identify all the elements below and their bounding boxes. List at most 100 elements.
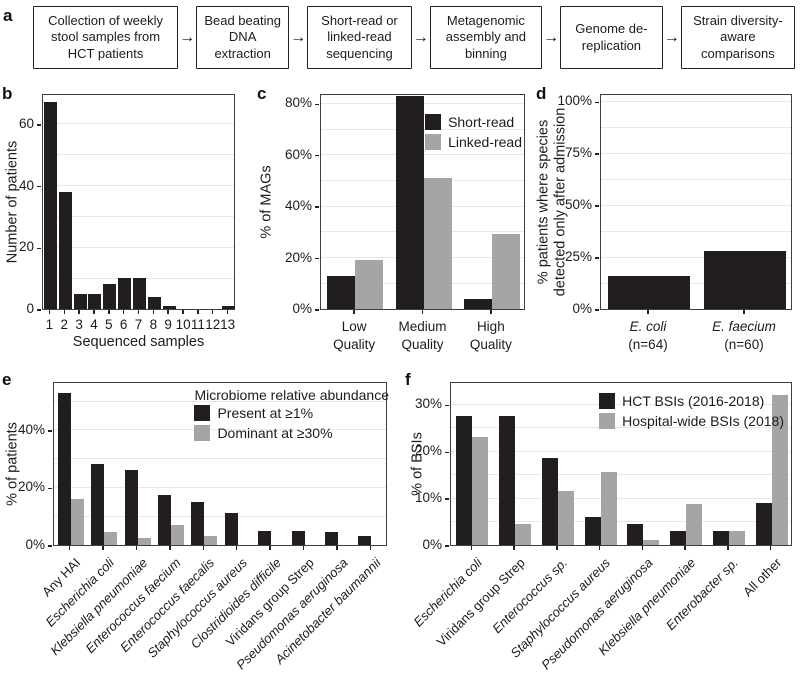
bar-e-4-1 xyxy=(157,494,171,545)
gridline xyxy=(601,204,791,206)
bar-f-8-2 xyxy=(771,395,788,545)
x-tick-mark xyxy=(598,546,601,550)
bar-e-1-2 xyxy=(70,498,84,545)
flow-step-sequencing: Short-read or linked-read sequencing xyxy=(307,6,412,69)
y-tick-label: 20% xyxy=(284,249,312,265)
legend-entry: Short-read xyxy=(425,114,522,130)
x-tick-mark xyxy=(108,310,110,314)
y-axis-title: Number of patients xyxy=(4,140,21,264)
gridline xyxy=(451,474,791,476)
y-tick-mark xyxy=(37,124,41,126)
legend-title: Microbiome relative abundance xyxy=(194,387,389,403)
bar-f-7-1 xyxy=(712,530,729,545)
y-tick-label: 40% xyxy=(17,421,45,437)
bar-e-6-1 xyxy=(224,513,238,545)
y-axis-title: % of patients xyxy=(4,422,21,506)
gridline xyxy=(43,154,234,156)
panel-letter-c: c xyxy=(257,84,267,103)
bar-e-3-2 xyxy=(137,537,151,545)
y-tick-label: 0% xyxy=(25,537,45,552)
y-tick-mark xyxy=(37,309,41,311)
panel-letter-d: d xyxy=(536,84,547,103)
legend-label: HCT BSIs (2016-2018) xyxy=(622,393,765,409)
flow-step-comparisons: Strain diversity-aware comparisons xyxy=(680,6,795,69)
x-tick-mark xyxy=(556,546,558,550)
y-tick-label: 60% xyxy=(284,146,312,162)
y-tick-label: 100% xyxy=(557,93,592,109)
legend-entry: Linked-read xyxy=(425,134,522,150)
legend-swatch-black xyxy=(194,405,211,421)
x-tick-label: 5 xyxy=(105,317,113,332)
bar-f-2-1 xyxy=(499,416,516,545)
legend-entry: Present at ≥1% xyxy=(194,405,389,421)
y-tick-label: 0 xyxy=(26,301,34,316)
x-tick-label: 7 xyxy=(134,317,143,332)
gridline xyxy=(601,230,791,232)
legend-label: Hospital-wide BSIs (2018) xyxy=(622,413,784,429)
x-tick-mark xyxy=(169,546,171,550)
arrow-right-icon: → xyxy=(663,28,680,46)
x-tick-mark xyxy=(470,546,473,550)
bar-d-2-1 xyxy=(704,250,786,309)
y-tick-label: 0% xyxy=(572,301,592,316)
gridline xyxy=(54,429,386,431)
x-tick-mark xyxy=(743,310,745,314)
legend-entry: Dominant at ≥30% xyxy=(194,425,389,441)
bar-e-5-2 xyxy=(204,536,218,545)
bar-b-7-1 xyxy=(133,278,146,309)
x-tick-mark xyxy=(369,546,372,550)
bar-e-2-2 xyxy=(104,532,118,545)
x-tick-label: 10 xyxy=(175,317,191,332)
bar-c-1-1 xyxy=(327,275,356,309)
bar-b-8-1 xyxy=(147,296,161,309)
bar-f-3-2 xyxy=(557,491,574,545)
x-tick-mark xyxy=(353,310,355,314)
bar-b-2-1 xyxy=(58,191,72,309)
bar-e-3-1 xyxy=(124,470,138,545)
x-tick-mark xyxy=(135,546,138,550)
bar-c-3-1 xyxy=(463,298,492,309)
x-tick-mark xyxy=(641,546,644,550)
x-tick-label: 9 xyxy=(164,317,172,332)
x-tick-label: Enterococcus sp. xyxy=(489,555,571,637)
y-tick-mark xyxy=(315,103,319,106)
gridline xyxy=(43,215,234,217)
legend-entry: HCT BSIs (2016-2018) xyxy=(599,393,784,409)
gridline xyxy=(601,178,791,180)
bar-f-1-1 xyxy=(456,416,473,545)
y-tick-mark xyxy=(445,545,449,547)
x-tick-mark xyxy=(48,310,51,314)
x-tick-mark xyxy=(122,310,125,314)
y-tick-label: 20 xyxy=(18,239,34,255)
x-tick-label: 13 xyxy=(220,317,236,332)
y-tick-mark xyxy=(315,309,319,311)
x-tick-label: 1 xyxy=(45,317,54,332)
x-tick-label: 4 xyxy=(90,317,98,332)
legend-c: Short-read Linked-read xyxy=(425,114,522,154)
x-tick-mark xyxy=(102,546,104,550)
gridline xyxy=(451,521,791,523)
x-tick-label: 12 xyxy=(205,317,221,332)
y-tick-label: 40% xyxy=(284,198,312,214)
y-tick-label: 60 xyxy=(18,115,34,131)
x-tick-mark xyxy=(226,310,229,314)
y-tick-mark xyxy=(315,257,319,260)
bar-e-10-1 xyxy=(358,536,372,545)
gridline xyxy=(43,185,234,187)
y-tick-mark xyxy=(445,498,449,500)
gridline xyxy=(43,246,234,248)
x-tick-label: E. faecium (n=60) xyxy=(689,318,799,353)
gridline xyxy=(601,152,791,154)
legend-swatch-gray xyxy=(599,413,616,429)
y-tick-mark xyxy=(48,545,52,547)
legend-e: Microbiome relative abundance Present at … xyxy=(194,387,389,445)
bar-f-2-2 xyxy=(515,523,532,545)
x-tick-label: Medium Quality xyxy=(398,319,447,352)
bar-e-8-1 xyxy=(291,530,305,545)
gridline xyxy=(601,282,791,284)
bar-c-1-2 xyxy=(355,260,384,309)
y-tick-mark xyxy=(595,153,599,155)
x-tick-mark xyxy=(93,310,95,314)
x-tick-mark xyxy=(78,310,80,314)
